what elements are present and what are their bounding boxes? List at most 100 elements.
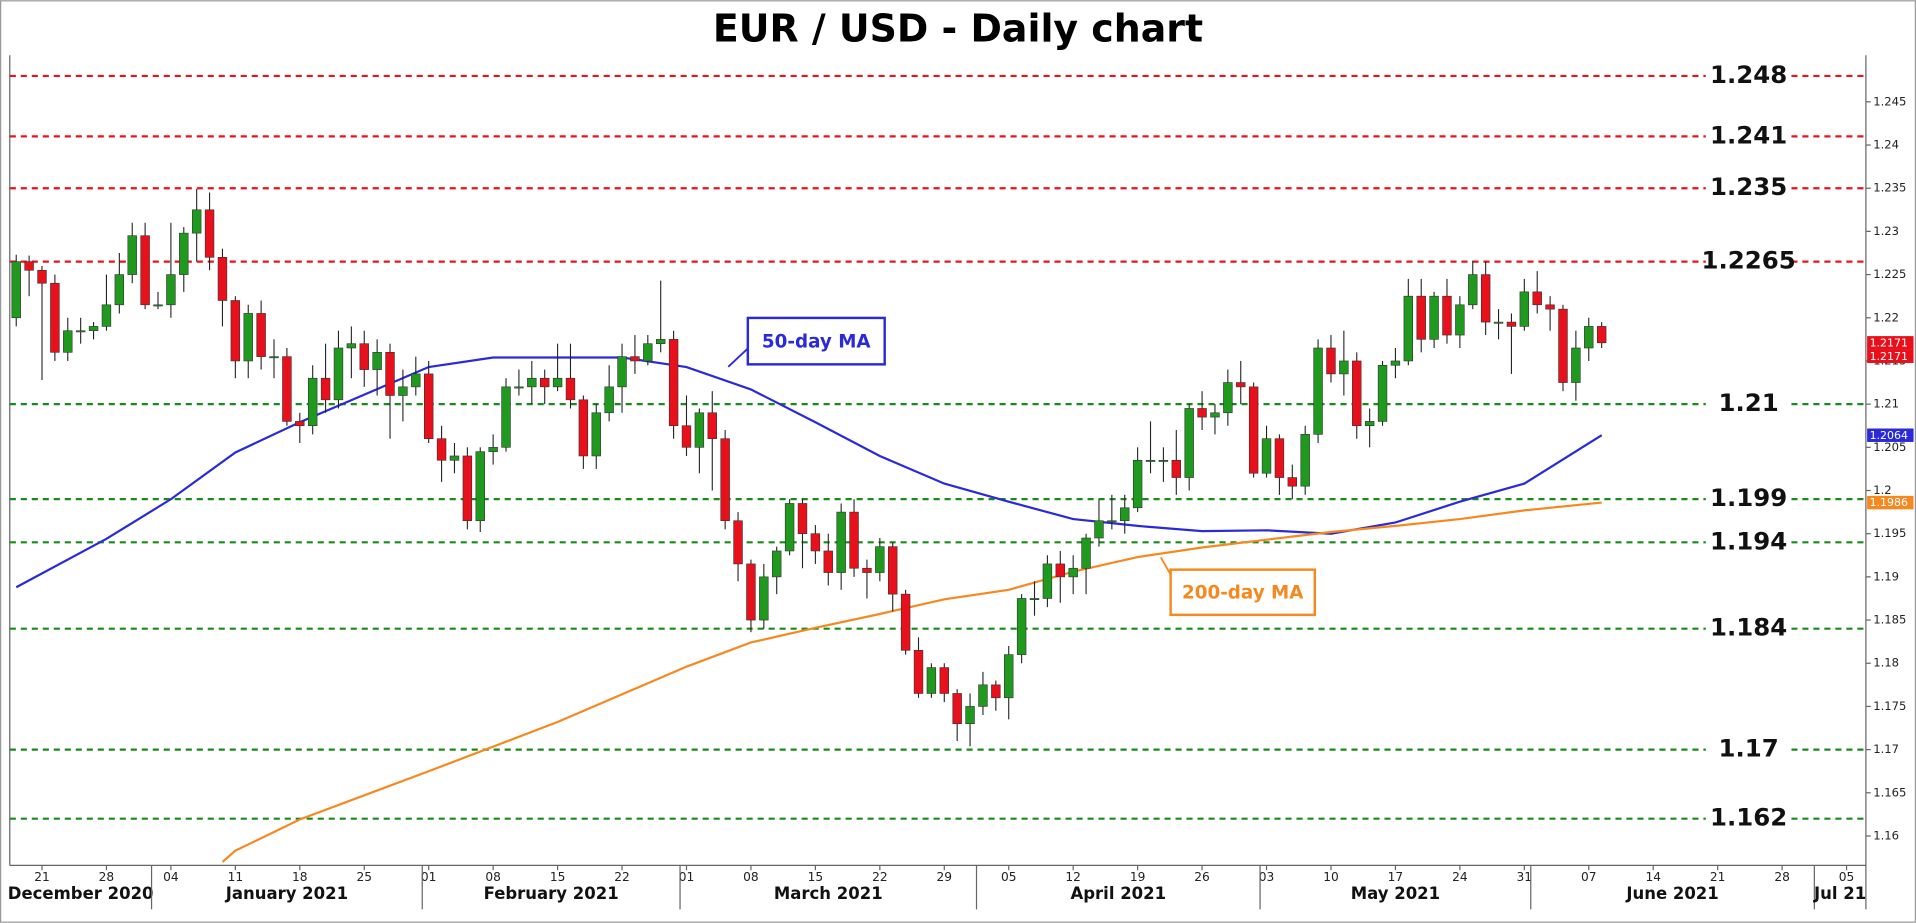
x-tick-label: 08 xyxy=(743,870,759,884)
level-label-bg xyxy=(1705,389,1792,419)
candle-body xyxy=(217,257,228,301)
price-tag xyxy=(1867,428,1914,442)
level-label: 1.162 xyxy=(1710,803,1787,832)
candle-body xyxy=(1261,438,1272,474)
level-label: 1.2265 xyxy=(1701,246,1795,275)
candle-body xyxy=(114,274,125,306)
x-tick-label: 01 xyxy=(679,870,695,884)
y-tick-label: 1.17 xyxy=(1873,742,1899,756)
y-tick-label: 1.19 xyxy=(1873,569,1899,583)
level-label: 1.194 xyxy=(1710,526,1787,555)
candle-body xyxy=(939,667,949,694)
candle-body xyxy=(1120,507,1130,522)
x-tick-label: 26 xyxy=(1194,870,1210,884)
candle-body xyxy=(617,356,627,388)
candle-body xyxy=(875,546,885,573)
candle-body xyxy=(810,533,821,552)
y-tick-label: 1.175 xyxy=(1873,699,1906,713)
month-label: March 2021 xyxy=(774,884,883,903)
candle-body xyxy=(1016,598,1027,655)
x-tick-label: 28 xyxy=(1774,870,1790,884)
candle-body xyxy=(1158,459,1169,462)
candle-body xyxy=(1468,274,1478,306)
level-label-bg xyxy=(1705,614,1792,644)
candle-body xyxy=(630,356,640,362)
candle-body xyxy=(1094,520,1104,539)
level-label: 1.17 xyxy=(1718,734,1778,763)
candle-body xyxy=(1339,360,1349,375)
candle-body xyxy=(1493,321,1504,324)
candle-body xyxy=(423,373,434,439)
annotation-label: 200-day MA xyxy=(1182,582,1304,603)
x-tick-label: 19 xyxy=(1130,870,1146,884)
candle-body xyxy=(1004,654,1014,699)
candle-body xyxy=(1532,291,1542,306)
level-label: 1.241 xyxy=(1710,120,1787,149)
candle-body xyxy=(1596,326,1607,344)
candle-body xyxy=(1584,326,1594,349)
candle-body xyxy=(1236,382,1246,388)
candle-body xyxy=(75,330,86,333)
y-tick-label: 1.165 xyxy=(1873,785,1906,799)
candle-body xyxy=(1377,364,1388,422)
month-label: April 2021 xyxy=(1070,884,1166,903)
candle-body xyxy=(694,412,705,448)
price-tag-label: 1.2064 xyxy=(1870,429,1908,442)
candle-body xyxy=(1055,563,1065,578)
candle-body xyxy=(1364,421,1375,427)
candle-body xyxy=(1416,295,1426,340)
candle-body xyxy=(1300,434,1310,487)
price-tag-label: 1.2171 xyxy=(1870,350,1908,363)
candle-body xyxy=(514,386,524,389)
candle-body xyxy=(1519,291,1530,327)
candle-body xyxy=(1171,459,1182,478)
candle-body xyxy=(307,377,318,427)
candle-body xyxy=(1390,360,1401,366)
candle-body xyxy=(140,235,150,306)
candle-body xyxy=(578,399,589,457)
candle-body xyxy=(733,520,743,565)
x-tick-label: 21 xyxy=(34,870,50,884)
candle-body xyxy=(952,693,962,725)
x-tick-label: 03 xyxy=(1259,870,1275,884)
candle-body xyxy=(1184,408,1194,478)
candle-body xyxy=(346,343,357,349)
level-label: 1.199 xyxy=(1710,483,1787,512)
candle-body xyxy=(784,503,795,552)
candle-body xyxy=(552,377,563,388)
candle-body xyxy=(849,511,859,569)
candle-body xyxy=(965,706,975,725)
candle-body xyxy=(1145,459,1156,462)
level-label-bg xyxy=(1705,61,1792,91)
y-tick-label: 1.245 xyxy=(1873,94,1906,108)
candle-body xyxy=(230,300,241,362)
price-tag xyxy=(1867,336,1914,350)
candle-body xyxy=(1223,382,1233,414)
candle-body xyxy=(1326,347,1336,375)
candle-body xyxy=(37,269,47,284)
candle-body xyxy=(256,313,266,357)
candle-body xyxy=(681,425,692,448)
x-tick-label: 12 xyxy=(1065,870,1081,884)
candle-body xyxy=(772,550,782,578)
candle-body xyxy=(282,356,292,422)
candle-body xyxy=(24,261,34,271)
candle-body xyxy=(488,447,498,452)
candle-body xyxy=(978,684,988,707)
level-label-bg xyxy=(1705,173,1792,203)
candle-body xyxy=(1068,567,1078,578)
x-tick-label: 21 xyxy=(1710,870,1726,884)
ma-line xyxy=(221,501,1602,863)
candle-body xyxy=(1506,321,1517,327)
candle-body xyxy=(539,377,550,388)
candle-body xyxy=(320,377,331,401)
x-tick-label: 25 xyxy=(356,870,372,884)
x-tick-label: 08 xyxy=(485,870,501,884)
price-tag-label: 1.2171 xyxy=(1870,336,1908,349)
candle-body xyxy=(398,386,408,396)
y-tick-label: 1.23 xyxy=(1873,224,1899,238)
candle-body xyxy=(591,412,601,457)
candle-body xyxy=(643,343,653,362)
candle-body xyxy=(204,209,215,258)
